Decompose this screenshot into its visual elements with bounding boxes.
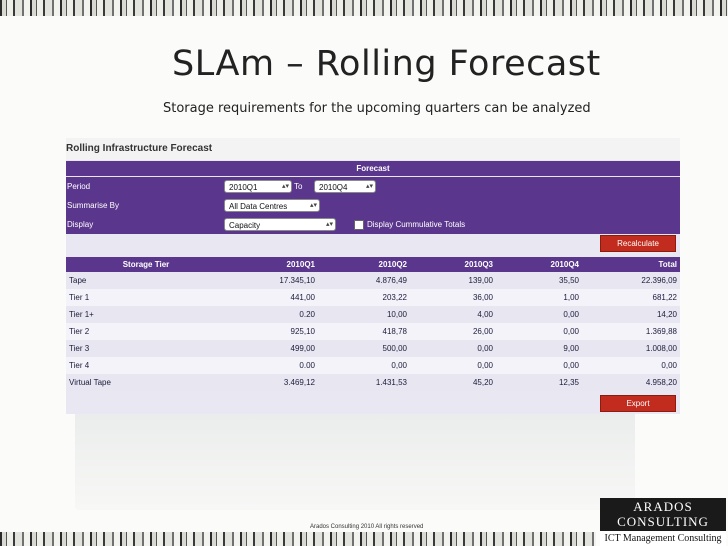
cell-total: 0,00 (582, 357, 680, 374)
copyright-footer: Arados Consulting 2010 All rights reserv… (310, 524, 424, 530)
cell-value: 0,00 (496, 357, 582, 374)
period-from-value: 2010Q1 (229, 183, 258, 192)
recalculate-button[interactable]: Recalculate (600, 235, 676, 252)
period-from-select[interactable]: 2010Q1 ▴▾ (224, 180, 292, 193)
cell-value: 0,00 (318, 357, 410, 374)
app-title: Rolling Infrastructure Forecast (66, 138, 680, 160)
cell-tier: Tier 2 (66, 323, 226, 340)
cell-value: 0.00 (226, 357, 318, 374)
cell-value: 4,00 (410, 306, 496, 323)
cell-total: 681,22 (582, 289, 680, 306)
export-button[interactable]: Export (600, 395, 676, 412)
decorative-stripe-bottom (0, 532, 596, 546)
summarise-select[interactable]: All Data Centres ▴▾ (224, 199, 320, 212)
cell-total: 1.008,00 (582, 340, 680, 357)
cell-value: 9,00 (496, 340, 582, 357)
cell-value: 203,22 (318, 289, 410, 306)
cell-total: 14,20 (582, 306, 680, 323)
cumulative-checkbox-row: Display Cummulative Totals (354, 218, 465, 231)
cell-value: 10,00 (318, 306, 410, 323)
column-header-2010q1: 2010Q1 (226, 257, 318, 272)
cell-tier: Tier 1 (66, 289, 226, 306)
column-header-2010q4: 2010Q4 (496, 257, 582, 272)
cell-value: 499,00 (226, 340, 318, 357)
cell-value: 3.469,12 (226, 374, 318, 391)
cell-value: 500,00 (318, 340, 410, 357)
cell-value: 139,00 (410, 272, 496, 289)
cell-tier: Tier 1+ (66, 306, 226, 323)
cumulative-label: Display Cummulative Totals (367, 220, 466, 229)
cell-value: 0,00 (410, 340, 496, 357)
table-row: Tier 1+ 0.20 10,00 4,00 0,00 14,20 (66, 306, 680, 323)
slide-title: SLAm – Rolling Forecast (172, 44, 601, 84)
summarise-row: Summarise By All Data Centres ▴▾ (66, 196, 680, 215)
cell-value: 36,00 (410, 289, 496, 306)
logo-tagline: ICT Management Consulting (600, 531, 726, 546)
table-row: Virtual Tape 3.469,12 1.431,53 45,20 12,… (66, 374, 680, 391)
cell-value: 1,00 (496, 289, 582, 306)
cell-value: 925,10 (226, 323, 318, 340)
table-row: Tier 1 441,00 203,22 36,00 1,00 681,22 (66, 289, 680, 306)
cell-total: 1.369,88 (582, 323, 680, 340)
cumulative-checkbox[interactable] (354, 219, 364, 230)
cell-tier: Tape (66, 272, 226, 289)
column-header-storage-tier: Storage Tier (66, 257, 226, 272)
table-row: Tape 17.345,10 4.876,49 139,00 35,50 22.… (66, 272, 680, 289)
select-arrows-icon: ▴▾ (281, 183, 289, 190)
cell-total: 22.396,09 (582, 272, 680, 289)
select-arrows-icon: ▴▾ (309, 202, 317, 209)
cell-value: 26,00 (410, 323, 496, 340)
display-label: Display (66, 215, 222, 234)
period-to-select[interactable]: 2010Q4 ▴▾ (314, 180, 376, 193)
cell-value: 12,35 (496, 374, 582, 391)
cell-value: 441,00 (226, 289, 318, 306)
table-row: Tier 4 0.00 0,00 0,00 0,00 0,00 (66, 357, 680, 374)
period-to-label: To (294, 182, 303, 191)
cell-tier: Tier 4 (66, 357, 226, 374)
cell-value: 4.876,49 (318, 272, 410, 289)
forecast-section-header: Forecast (66, 161, 680, 176)
display-value: Capacity (229, 221, 261, 230)
period-label: Period (66, 177, 222, 196)
forecast-table: Storage Tier 2010Q1 2010Q2 2010Q3 2010Q4… (66, 257, 680, 391)
cell-total: 4.958,20 (582, 374, 680, 391)
cell-value: 0,00 (496, 306, 582, 323)
slide-subtitle: Storage requirements for the upcoming qu… (163, 101, 591, 116)
display-row: Display Capacity ▴▾ Display Cummulative … (66, 215, 680, 234)
cell-value: 418,78 (318, 323, 410, 340)
cell-value: 17.345,10 (226, 272, 318, 289)
select-arrows-icon: ▴▾ (365, 183, 373, 190)
cell-value: 0,00 (410, 357, 496, 374)
summarise-value: All Data Centres (229, 202, 288, 211)
table-row: Tier 2 925,10 418,78 26,00 0,00 1.369,88 (66, 323, 680, 340)
table-row: Tier 3 499,00 500,00 0,00 9,00 1.008,00 (66, 340, 680, 357)
table-header-row: Storage Tier 2010Q1 2010Q2 2010Q3 2010Q4… (66, 257, 680, 272)
period-to-value: 2010Q4 (319, 183, 348, 192)
decorative-stripe-top (0, 0, 728, 16)
cell-value: 45,20 (410, 374, 496, 391)
forecast-app-screenshot: Rolling Infrastructure Forecast Forecast… (66, 138, 680, 414)
summarise-label: Summarise By (66, 196, 222, 215)
select-arrows-icon: ▴▾ (325, 221, 333, 228)
logo-line-1: ARADOS (633, 499, 693, 514)
display-select[interactable]: Capacity ▴▾ (224, 218, 336, 231)
column-header-2010q3: 2010Q3 (410, 257, 496, 272)
cell-tier: Tier 3 (66, 340, 226, 357)
cell-value: 0,00 (496, 323, 582, 340)
cell-value: 35,50 (496, 272, 582, 289)
arados-logo: ARADOS CONSULTING (600, 498, 726, 532)
period-row: Period 2010Q1 ▴▾ To 2010Q4 ▴▾ (66, 177, 680, 196)
logo-line-2: CONSULTING (617, 514, 709, 529)
column-header-2010q2: 2010Q2 (318, 257, 410, 272)
cell-value: 1.431,53 (318, 374, 410, 391)
cell-tier: Virtual Tape (66, 374, 226, 391)
cell-value: 0.20 (226, 306, 318, 323)
column-header-total: Total (582, 257, 680, 272)
